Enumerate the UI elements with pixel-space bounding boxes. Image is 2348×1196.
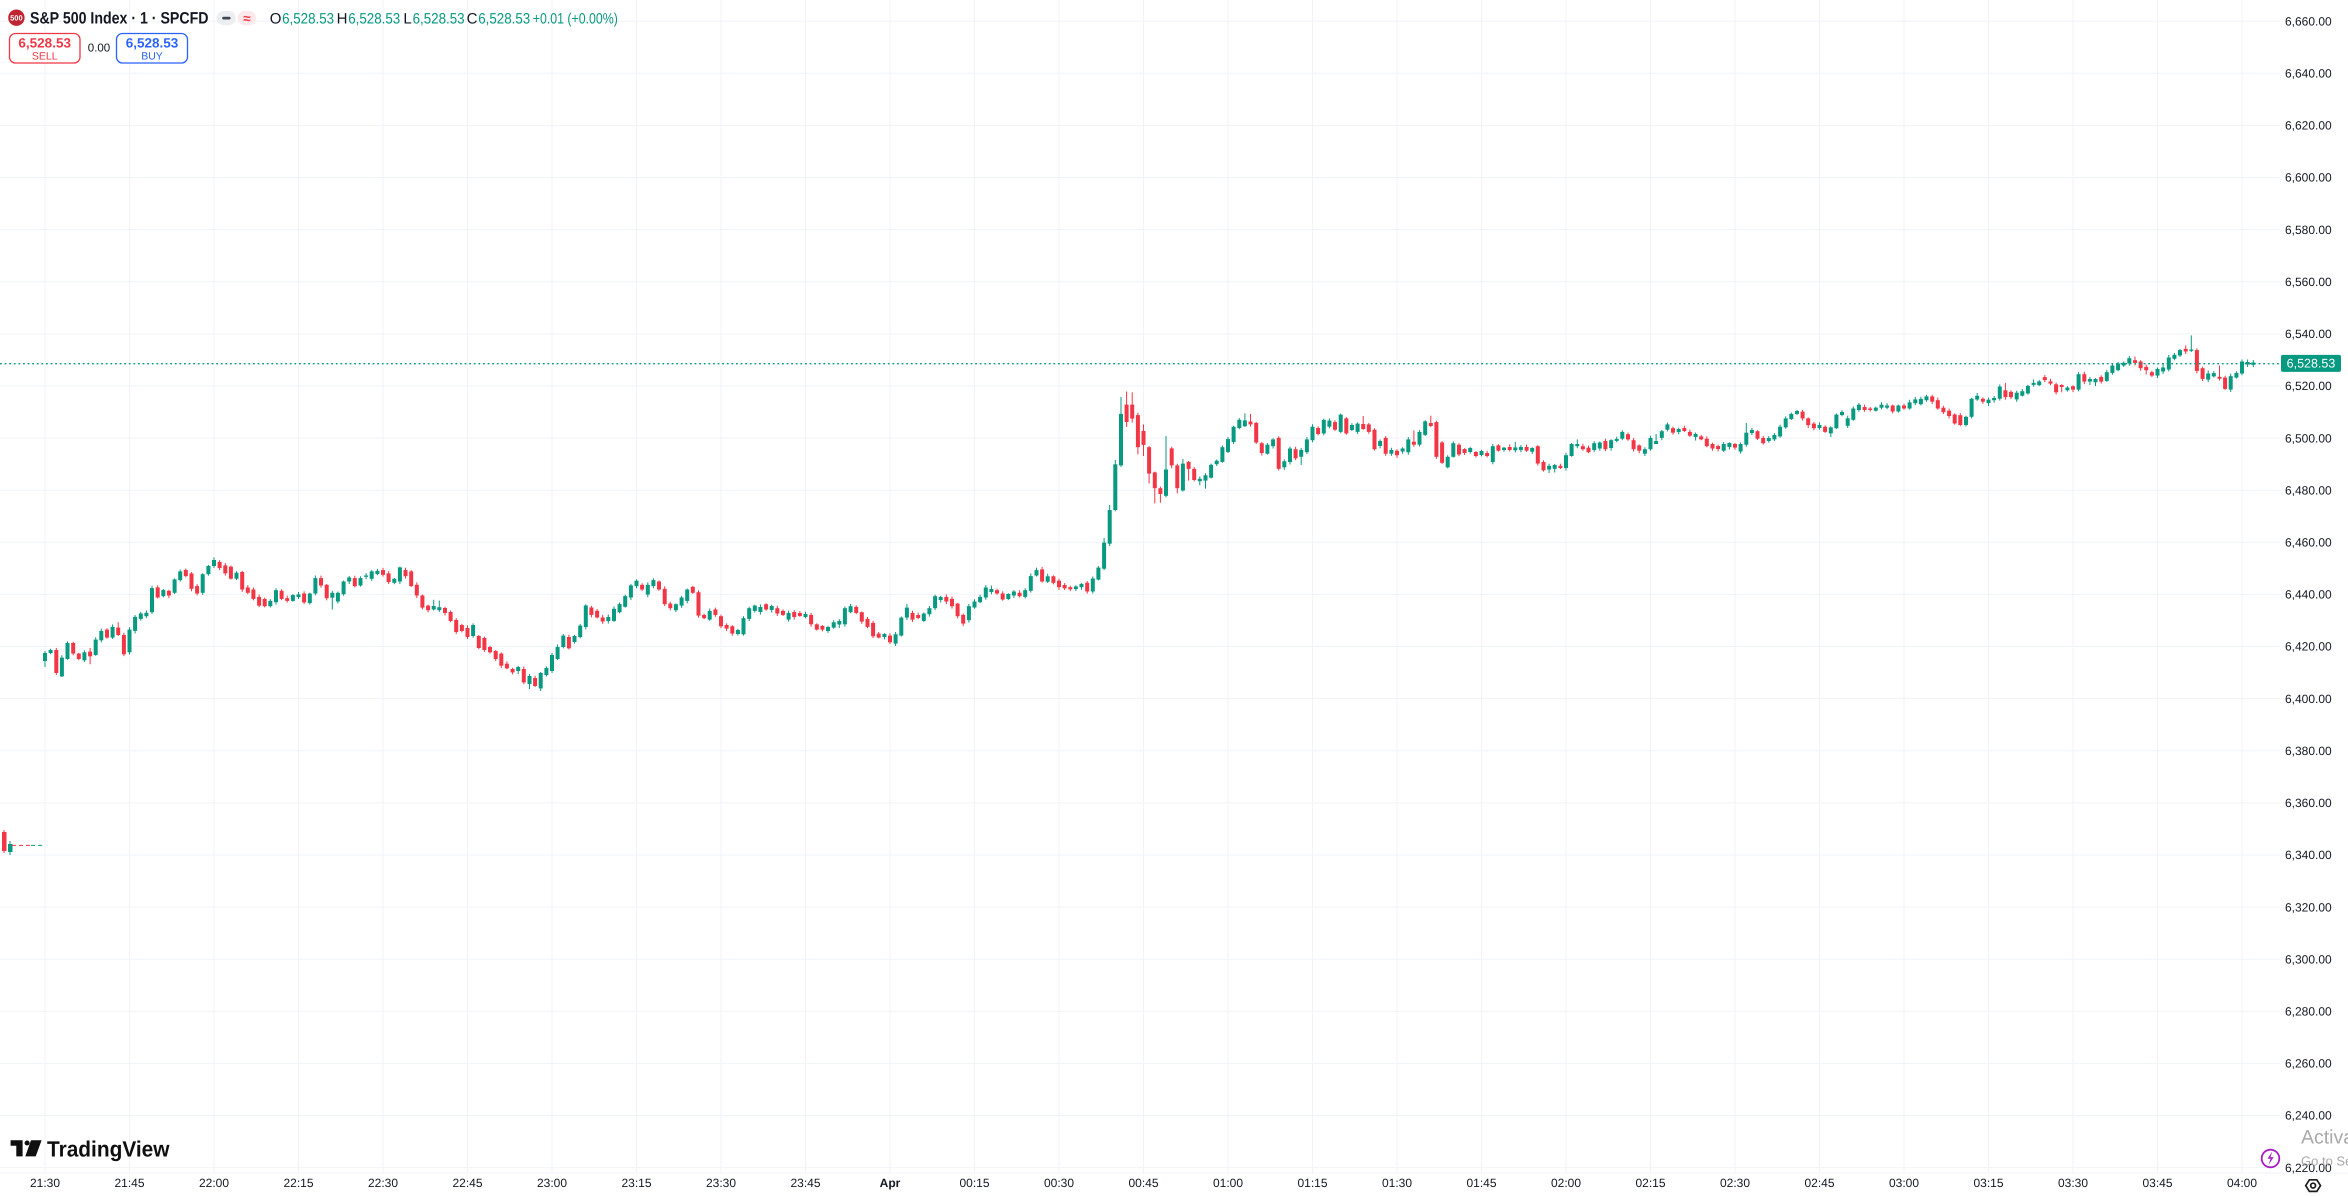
svg-text:02:30: 02:30 [1720, 1176, 1750, 1190]
svg-text:01:30: 01:30 [1382, 1176, 1412, 1190]
svg-text:01:15: 01:15 [1297, 1176, 1327, 1190]
svg-text:6,528.53: 6,528.53 [18, 36, 71, 51]
svg-text:6,620.00: 6,620.00 [2285, 119, 2332, 133]
svg-text:6,528.53: 6,528.53 [478, 10, 530, 27]
svg-text:6,300.00: 6,300.00 [2285, 952, 2332, 966]
svg-text:6,600.00: 6,600.00 [2285, 171, 2332, 185]
svg-text:00:30: 00:30 [1044, 1176, 1074, 1190]
svg-text:6,520.00: 6,520.00 [2285, 379, 2332, 393]
svg-text:6,220.00: 6,220.00 [2285, 1161, 2332, 1175]
svg-text:6,340.00: 6,340.00 [2285, 848, 2332, 862]
svg-text:6,420.00: 6,420.00 [2285, 640, 2332, 654]
svg-text:6,460.00: 6,460.00 [2285, 536, 2332, 550]
svg-text:02:00: 02:00 [1551, 1176, 1581, 1190]
svg-text:500: 500 [10, 13, 23, 22]
svg-text:6,540.00: 6,540.00 [2285, 327, 2332, 341]
svg-text:6,528.53: 6,528.53 [126, 36, 179, 51]
svg-text:02:15: 02:15 [1635, 1176, 1665, 1190]
svg-text:6,580.00: 6,580.00 [2285, 223, 2332, 237]
svg-text:01:45: 01:45 [1466, 1176, 1496, 1190]
svg-text:00:15: 00:15 [959, 1176, 989, 1190]
svg-text:02:45: 02:45 [1804, 1176, 1834, 1190]
svg-text:6,528.53: 6,528.53 [348, 10, 400, 27]
svg-text:6,320.00: 6,320.00 [2285, 900, 2332, 914]
svg-text:6,640.00: 6,640.00 [2285, 67, 2332, 81]
svg-text:Go to Setti: Go to Setti [2301, 1154, 2348, 1169]
svg-text:C: C [467, 10, 478, 27]
svg-text:L: L [403, 10, 411, 27]
svg-text:6,280.00: 6,280.00 [2285, 1005, 2332, 1019]
svg-text:Apr: Apr [880, 1176, 901, 1190]
svg-text:23:00: 23:00 [537, 1176, 567, 1190]
svg-text:+0.01 (+0.00%): +0.01 (+0.00%) [533, 10, 618, 27]
svg-text:BUY: BUY [141, 51, 163, 63]
svg-text:22:30: 22:30 [368, 1176, 398, 1190]
svg-text:6,260.00: 6,260.00 [2285, 1057, 2332, 1071]
svg-text:01:00: 01:00 [1213, 1176, 1243, 1190]
svg-text:03:00: 03:00 [1889, 1176, 1919, 1190]
svg-text:6,528.53: 6,528.53 [413, 10, 465, 27]
svg-text:21:30: 21:30 [30, 1176, 60, 1190]
svg-text:6,560.00: 6,560.00 [2285, 275, 2332, 289]
svg-text:04:00: 04:00 [2227, 1176, 2257, 1190]
svg-text:6,480.00: 6,480.00 [2285, 483, 2332, 497]
svg-text:6,360.00: 6,360.00 [2285, 796, 2332, 810]
svg-text:6,528.53: 6,528.53 [2287, 356, 2336, 370]
svg-text:6,240.00: 6,240.00 [2285, 1109, 2332, 1123]
svg-text:S&P 500 Index · 1 · SPCFD: S&P 500 Index · 1 · SPCFD [30, 10, 209, 28]
svg-text:23:15: 23:15 [621, 1176, 651, 1190]
svg-text:23:45: 23:45 [790, 1176, 820, 1190]
svg-text:22:45: 22:45 [452, 1176, 482, 1190]
svg-text:H: H [337, 10, 348, 27]
svg-text:6,440.00: 6,440.00 [2285, 588, 2332, 602]
svg-text:≈: ≈ [243, 11, 251, 26]
svg-text:0.00: 0.00 [88, 43, 110, 55]
svg-text:22:15: 22:15 [283, 1176, 313, 1190]
svg-text:6,528.53: 6,528.53 [282, 10, 334, 27]
svg-text:TradingView: TradingView [47, 1137, 170, 1162]
svg-text:00:45: 00:45 [1128, 1176, 1158, 1190]
svg-text:O: O [270, 10, 282, 27]
svg-text:03:45: 03:45 [2142, 1176, 2172, 1190]
svg-text:6,380.00: 6,380.00 [2285, 744, 2332, 758]
svg-text:23:30: 23:30 [706, 1176, 736, 1190]
svg-text:21:45: 21:45 [114, 1176, 144, 1190]
svg-text:03:15: 03:15 [1973, 1176, 2003, 1190]
svg-text:Activate Wind: Activate Wind [2301, 1127, 2348, 1149]
svg-text:6,400.00: 6,400.00 [2285, 692, 2332, 706]
svg-text:SELL: SELL [32, 51, 58, 63]
svg-text:03:30: 03:30 [2058, 1176, 2088, 1190]
svg-text:6,660.00: 6,660.00 [2285, 14, 2332, 28]
svg-text:22:00: 22:00 [199, 1176, 229, 1190]
svg-text:6,500.00: 6,500.00 [2285, 431, 2332, 445]
